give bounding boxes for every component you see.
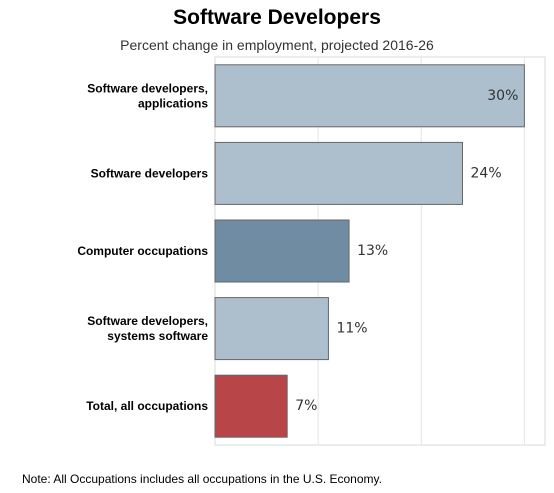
category-label: Computer occupations	[77, 244, 208, 258]
data-label: 30%	[487, 88, 518, 104]
category-label: Software developers, systems software	[87, 314, 208, 343]
chart-title: Software Developers	[173, 6, 381, 29]
bar	[214, 141, 463, 205]
bar	[214, 64, 525, 128]
bar	[214, 374, 288, 438]
chart-subtitle: Percent change in employment, projected …	[120, 37, 434, 53]
category-label: Software developers, applications	[87, 81, 208, 110]
category-label: Software developers	[91, 166, 209, 180]
bar	[214, 219, 350, 283]
category-label: Total, all occupations	[86, 399, 208, 413]
data-label: 13%	[357, 243, 388, 259]
data-label: 24%	[471, 165, 502, 181]
chart-note: Note: All Occupations includes all occup…	[22, 472, 382, 486]
data-label: 11%	[336, 321, 367, 337]
data-label: 7%	[295, 398, 317, 414]
bar	[214, 297, 329, 361]
